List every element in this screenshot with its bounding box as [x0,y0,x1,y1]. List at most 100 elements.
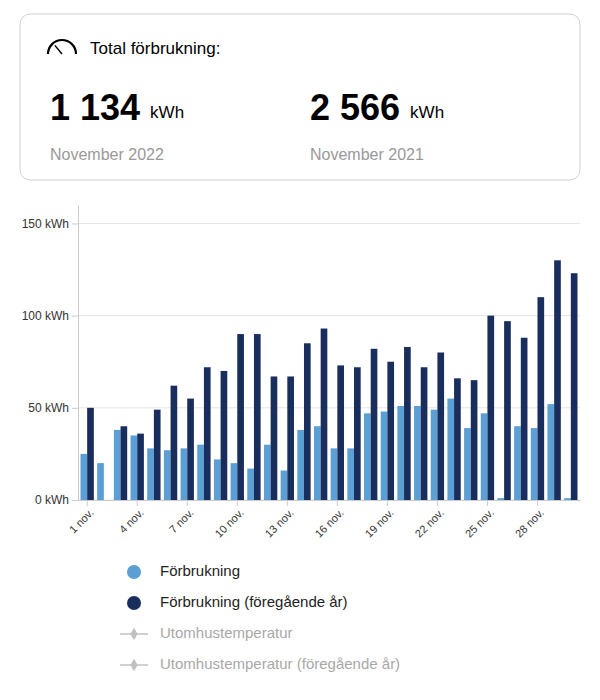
bar [121,426,128,500]
bar [304,343,311,500]
bar [271,376,278,500]
bar [97,463,104,500]
bar [171,386,178,500]
bar [204,367,211,500]
bar [421,367,428,500]
bar [231,463,238,500]
title: Total förbrukning: [90,39,220,58]
x-tick-label: 19 nov. [362,506,395,539]
bar [197,445,204,500]
x-tick: 13 nov. [262,500,295,540]
y-tick: 0 kWh [35,493,78,507]
bar [554,260,561,500]
bar [364,413,371,500]
legend-item: Utomhustemperatur [120,624,293,641]
y-tick-label: 150 kWh [22,217,69,231]
x-tick: 7 nov. [167,500,196,535]
big-value: 1 134 [50,87,140,128]
legend-item: Utomhustemperatur (föregående år) [120,655,400,672]
legend-item: Förbrukning [127,562,240,579]
bar [347,448,354,500]
bar [547,404,554,500]
bar [397,406,404,500]
y-tick-label: 0 kWh [35,493,69,507]
bar [331,448,338,500]
period-label: November 2022 [50,146,164,163]
bar-series [87,260,577,500]
y-tick: 100 kWh [22,309,78,323]
bar [81,454,88,500]
x-tick: 22 nov. [413,500,446,540]
unit: kWh [150,103,184,122]
x-tick-mark [237,500,238,506]
x-tick: 10 nov. [212,500,245,540]
bar [414,406,421,500]
bar [337,365,344,500]
bar [564,498,571,500]
bar [514,426,521,500]
x-tick-label: 10 nov. [212,506,245,539]
y-tick-label: 100 kWh [22,309,69,323]
bar [447,399,454,500]
y-tick-label: 50 kWh [28,401,69,415]
y-tick: 150 kWh [22,217,78,231]
legend-marker [130,659,137,671]
unit: kWh [410,103,444,122]
x-axis: 1 nov.4 nov.7 nov.10 nov.13 nov.16 nov.1… [67,500,581,540]
legend: FörbrukningFörbrukning (föregående år)Ut… [120,562,400,672]
bar [321,329,328,500]
bar [164,450,171,500]
bar [537,297,544,500]
x-tick-mark [137,500,138,506]
bar [297,430,304,500]
bar [354,367,361,500]
bar [137,434,144,500]
bar [481,413,488,500]
bar [381,412,388,501]
x-tick: 19 nov. [362,500,395,540]
x-tick: 16 nov. [312,500,345,540]
bar [371,349,378,500]
bar [154,410,161,500]
y-tick-mark [72,316,78,317]
bar [181,448,188,500]
y-tick-mark [72,408,78,409]
legend-marker [127,565,141,579]
y-tick: 50 kWh [28,401,78,415]
bar [437,353,444,501]
big-value: 2 566 [310,87,400,128]
bar [214,459,221,500]
bar [571,273,578,500]
x-axis-line [79,500,581,501]
legend-label: Utomhustemperatur [160,624,293,641]
bar [431,410,438,500]
bar [531,428,538,500]
x-tick-mark [437,500,438,506]
bar [464,428,471,500]
bar [221,371,228,500]
bar [187,399,194,500]
info-box-frame [20,14,580,180]
legend-marker [130,628,137,640]
bar [471,380,478,500]
x-tick-mark [487,500,488,506]
x-tick-mark [287,500,288,506]
x-tick: 1 nov. [67,500,96,535]
x-tick-label: 7 nov. [167,506,196,535]
grid-line [78,315,580,316]
bar [104,500,111,501]
bar [487,316,494,500]
bar [87,408,94,500]
plot-area [81,260,578,500]
bar [147,448,154,500]
bar [404,347,411,500]
bar [387,362,394,500]
gauge-needle [55,45,62,54]
bar [314,426,321,500]
x-tick: 28 nov. [513,500,546,540]
x-tick-mark [87,500,88,506]
y-axis-line [78,206,79,501]
legend-marker [127,596,141,610]
x-tick-mark [187,500,188,506]
grid-line [78,223,580,224]
